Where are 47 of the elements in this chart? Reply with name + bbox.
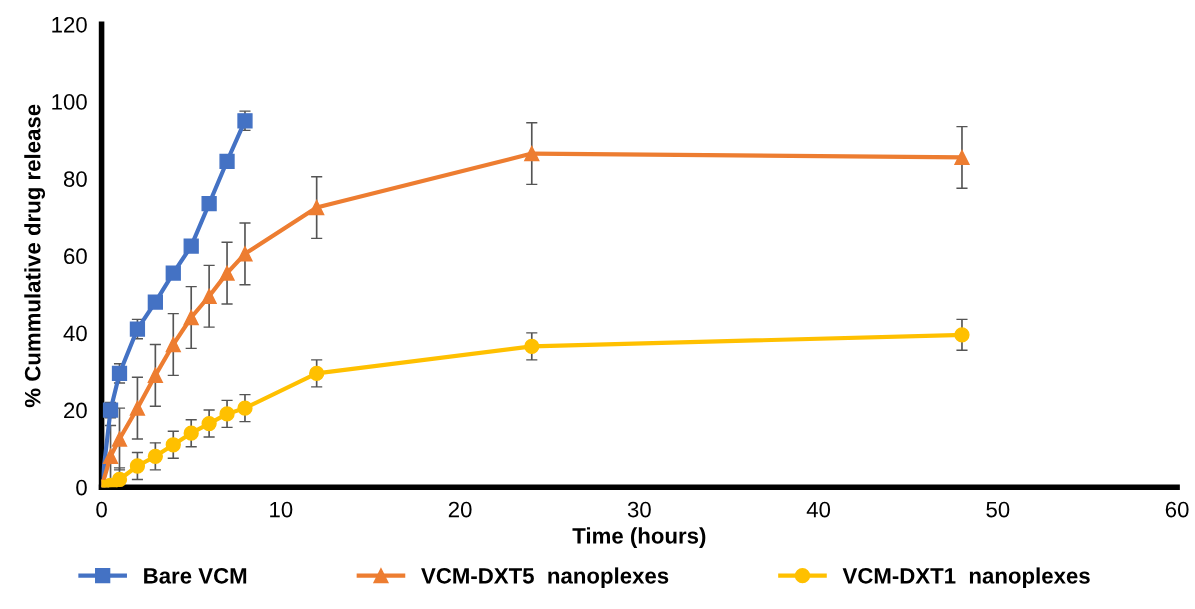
- point: [129, 458, 146, 474]
- legend-label: VCM-DXT1 nanoplexes: [842, 567, 1090, 589]
- x-tick-label: 0: [96, 501, 107, 518]
- point: [309, 365, 325, 382]
- legend-label: Bare VCM: [144, 567, 247, 584]
- point: [183, 309, 199, 326]
- point: [165, 437, 181, 453]
- point: [165, 336, 181, 353]
- point: [201, 196, 217, 212]
- point: [147, 448, 163, 464]
- point: [201, 288, 217, 304]
- x-tick-label: 30: [627, 501, 651, 518]
- legend-label: VCM-DXT5 nanoplexes: [421, 567, 669, 589]
- y-tick-label: 100: [52, 94, 87, 110]
- x-axis-title: Time (hours): [572, 527, 706, 549]
- x-tick-label: 10: [270, 501, 293, 518]
- point: [309, 199, 325, 216]
- x-tick-label: 60: [1165, 501, 1189, 518]
- point: [237, 400, 253, 416]
- point: [524, 338, 540, 355]
- point: [219, 406, 235, 422]
- point: [147, 294, 163, 310]
- point: [219, 153, 235, 169]
- y-tick-label: 60: [64, 248, 87, 265]
- point: [111, 471, 128, 488]
- point: [129, 400, 146, 416]
- point: [102, 448, 119, 464]
- point: [524, 145, 540, 162]
- y-axis-title: % Cummulative drug release: [24, 104, 46, 408]
- point: [954, 327, 970, 343]
- y-tick-label: 40: [63, 325, 87, 342]
- point: [201, 415, 217, 432]
- point: [183, 238, 199, 254]
- point: [183, 425, 199, 441]
- y-tick-label: 80: [63, 171, 87, 187]
- x-tick-label: 50: [986, 501, 1010, 518]
- point: [954, 149, 970, 166]
- x-tick-label: 40: [806, 501, 831, 518]
- point: [237, 246, 253, 262]
- point: [219, 265, 235, 281]
- y-tick-label: 20: [64, 402, 87, 419]
- point: [165, 265, 181, 281]
- y-tick-label: 0: [76, 479, 87, 496]
- x-tick-label: 20: [448, 501, 472, 518]
- point: [111, 431, 128, 447]
- point: [147, 367, 163, 383]
- y-tick-label: 120: [52, 16, 87, 33]
